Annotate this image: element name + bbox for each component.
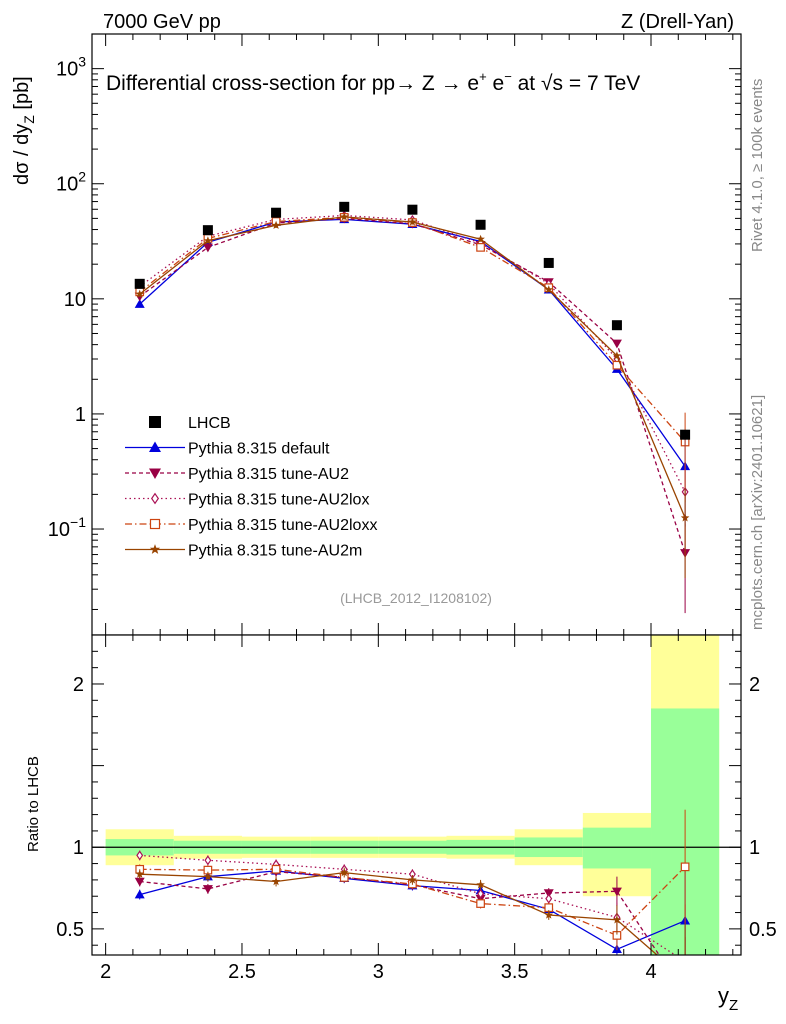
legend-marker-5 xyxy=(149,544,161,554)
ratio-point-1 xyxy=(543,889,554,898)
main-point-0 xyxy=(134,299,145,308)
ratio-xtick-label: 4 xyxy=(645,961,656,983)
main-point-3 xyxy=(476,243,485,252)
main-point-4 xyxy=(135,289,144,298)
analysis-watermark: (LHCB_2012_I1208102) xyxy=(340,590,492,606)
legend-marker-1 xyxy=(149,441,161,452)
ratio-point-4 xyxy=(681,975,690,983)
data-point xyxy=(271,207,282,218)
main-line-1 xyxy=(139,217,686,554)
ratio-ylabel: Ratio to LHCB xyxy=(25,756,42,852)
header-process: Z (Drell-Yan) xyxy=(621,11,734,33)
data-point xyxy=(407,204,418,215)
legend-label-3: Pythia 8.315 tune-AU2lox xyxy=(188,492,369,509)
data-point xyxy=(611,320,622,331)
ratio-point-1 xyxy=(202,885,213,894)
main-axes: 10−1 1 10 102 103 xyxy=(48,33,742,636)
ratio-point-4 xyxy=(271,877,281,886)
main-point-4 xyxy=(544,285,553,294)
ratio-ytick-label-left: 2 xyxy=(73,674,84,696)
main-ylabel: dσ / dyZ [pb] xyxy=(11,76,37,185)
data-point xyxy=(680,429,691,440)
ratio-point-4 xyxy=(476,880,485,889)
ratio-ytick-label-left: 1 xyxy=(73,837,84,859)
main-point-1 xyxy=(611,339,622,349)
ratio-point-4 xyxy=(340,868,349,877)
main-line-2 xyxy=(139,214,686,493)
data-point xyxy=(543,257,554,268)
legend: LHCB Pythia 8.315 default Pythia 8.315 tun… xyxy=(125,415,377,560)
ratio-point-2 xyxy=(477,888,485,899)
legend-marker-0 xyxy=(149,416,161,428)
ratio-point-3 xyxy=(680,862,690,872)
ratio-point-3 xyxy=(476,899,485,908)
ratio-ytick-label-right: 0.5 xyxy=(749,919,777,941)
main-title: Differential cross-section for pp→ Z → e… xyxy=(106,69,640,95)
ratio-series-layer xyxy=(134,809,691,999)
rivet-label: Rivet 4.1.0, ≥ 100k events xyxy=(749,79,766,252)
ratio-point-1 xyxy=(134,877,145,887)
main-panel xyxy=(92,34,741,635)
main-point-4 xyxy=(271,220,281,229)
ratio-line-2 xyxy=(139,854,677,955)
ratio-point-3 xyxy=(271,864,281,874)
ratio-point-0 xyxy=(134,889,145,899)
ratio-ytick-label-left: 0.5 xyxy=(56,919,84,941)
ratio-point-4 xyxy=(408,875,417,884)
main-series-layer xyxy=(134,201,691,614)
ratio-xtick-label: 2 xyxy=(100,961,111,983)
main-point-4 xyxy=(340,212,349,221)
data-point xyxy=(202,225,213,236)
ratio-xtick-label: 3.5 xyxy=(501,961,529,983)
legend-label-2: Pythia 8.315 tune-AU2 xyxy=(188,466,349,483)
ratio-ytick-label-right: 1 xyxy=(749,837,760,859)
ratio-xtick-label: 2.5 xyxy=(228,961,256,983)
main-ytick-label: 1 xyxy=(75,404,86,426)
mcplots-label: mcplots.cern.ch [arXiv:2401.10621] xyxy=(749,395,766,630)
ratio-ytick-label-right: 2 xyxy=(749,674,760,696)
header-energy: 7000 GeV pp xyxy=(103,11,221,33)
data-point xyxy=(475,219,486,230)
data-point xyxy=(134,278,145,289)
ratio-xtick-label: 3 xyxy=(373,961,384,983)
ratio-xlabel: yZ xyxy=(718,983,738,1014)
ratio-point-2 xyxy=(204,855,212,866)
main-point-4 xyxy=(203,236,213,245)
legend-marker-3 xyxy=(150,492,160,505)
ratio-point-2 xyxy=(136,850,144,861)
ratio-frame-bg xyxy=(92,635,741,955)
legend-label-4: Pythia 8.315 tune-AU2loxx xyxy=(188,517,377,534)
ratio-point-4 xyxy=(203,872,213,881)
legend-label-5: Pythia 8.315 tune-AU2m xyxy=(188,543,362,560)
main-point-4 xyxy=(612,351,622,360)
ratio-frame xyxy=(91,634,742,956)
main-ytick-label: 102 xyxy=(56,169,86,196)
legend-marker-2 xyxy=(149,468,161,479)
main-frame-bg xyxy=(92,34,741,635)
ratio-axes: 0.5 0.5 1 1 2 2 2 2.5 3 3.5 4 xyxy=(56,634,777,983)
ratio-point-1 xyxy=(611,887,622,897)
ratio-point-4 xyxy=(544,910,553,919)
ratio-point-4 xyxy=(612,915,622,924)
legend-label-0: LHCB xyxy=(188,415,231,432)
main-point-4 xyxy=(408,217,417,226)
main-point-1 xyxy=(202,243,213,253)
ratio-point-2 xyxy=(682,958,688,966)
legend-marker-4 xyxy=(149,518,161,530)
ratio-bands xyxy=(92,635,741,955)
legend-label-1: Pythia 8.315 default xyxy=(188,441,330,458)
ratio-point-1 xyxy=(680,990,690,999)
main-ytick-label: 103 xyxy=(56,54,86,81)
ratio-point-2 xyxy=(545,893,553,904)
main-point-4 xyxy=(476,234,485,243)
ratio-line-3 xyxy=(139,866,686,937)
ratio-clipped xyxy=(134,809,691,999)
main-ytick-label: 10−1 xyxy=(48,514,86,541)
ratio-point-4 xyxy=(135,869,144,878)
data-point xyxy=(339,201,350,212)
band-stat-7 xyxy=(582,827,652,869)
main-ytick-label: 10 xyxy=(64,289,86,311)
